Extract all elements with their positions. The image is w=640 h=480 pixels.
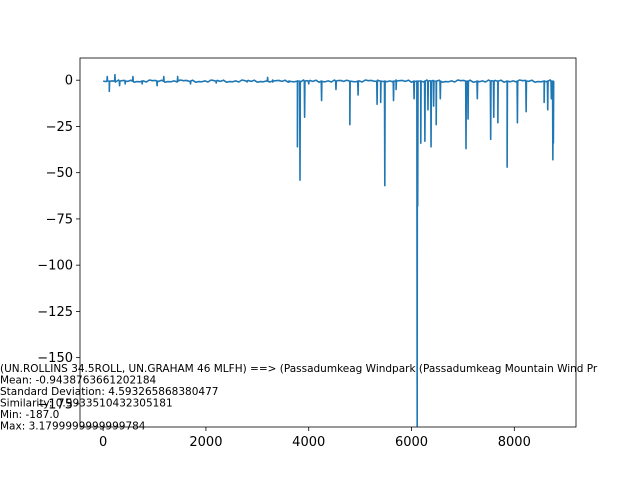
y-tick-label: −25 (46, 120, 73, 135)
plot-area (80, 58, 576, 427)
y-axis: 0 −25 −50 −75 −100 −125 −150 −175 (37, 74, 80, 412)
stats-annotation: (UN.ROLLINS 34.5ROLL, UN.GRAHAM 46 MLFH)… (0, 363, 598, 433)
y-tick-label: −100 (37, 259, 73, 274)
x-tick-label: 2000 (189, 435, 222, 450)
annotation-line: Similarity: 0.9933510432305181 (0, 398, 173, 410)
annotation-line: Min: -187.0 (0, 409, 59, 421)
x-tick-label: 4000 (292, 435, 325, 450)
series-layer (103, 73, 555, 427)
x-tick-label: 0 (99, 435, 107, 450)
series-line-0 (103, 73, 555, 427)
annotation-line: Max: 3.1799999999999784 (0, 421, 146, 433)
annotation-line: Standard Deviation: 4.593265868380477 (0, 386, 218, 398)
annotation-line: Mean: -0.9438763661202184 (0, 375, 156, 387)
x-tick-label: 8000 (498, 435, 531, 450)
x-axis: 0 2000 4000 6000 8000 (99, 427, 531, 450)
y-tick-label: −175 (37, 397, 73, 412)
annotation-line: (UN.ROLLINS 34.5ROLL, UN.GRAHAM 46 MLFH)… (0, 363, 598, 375)
y-tick-label: −125 (37, 305, 73, 320)
x-tick-label: 6000 (395, 435, 428, 450)
y-tick-label: −75 (46, 212, 73, 227)
y-tick-label: −50 (46, 166, 73, 181)
plot-frame (79, 57, 577, 428)
y-tick-label: −150 (37, 351, 73, 366)
y-tick-label: 0 (65, 74, 73, 89)
